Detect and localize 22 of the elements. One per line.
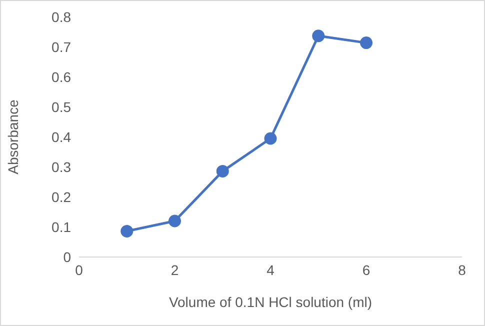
point bbox=[264, 132, 277, 145]
y-tick-label: 0.6 bbox=[52, 68, 72, 85]
point bbox=[312, 30, 325, 42]
x-tick-label: 0 bbox=[75, 262, 84, 278]
y-axis-title: Absorbance bbox=[4, 99, 21, 174]
point bbox=[360, 36, 372, 50]
x-tick-label: 2 bbox=[170, 262, 179, 278]
x-tick-label: 8 bbox=[458, 262, 466, 278]
point bbox=[120, 224, 134, 238]
y-tick-label: 0.2 bbox=[52, 188, 72, 205]
x-tick-label: 4 bbox=[266, 262, 275, 278]
x-axis-title: Volume of 0.1N HCl solution (ml) bbox=[168, 294, 372, 310]
y-tick-label: 0.5 bbox=[52, 98, 72, 115]
x-tick-label: 6 bbox=[362, 262, 370, 278]
y-tick-label: 0.8 bbox=[52, 8, 72, 25]
y-tick-label: 0.7 bbox=[52, 38, 72, 55]
y-tick-label: 0 bbox=[63, 248, 72, 265]
y-tick-label: 0.4 bbox=[52, 128, 72, 145]
point bbox=[168, 214, 181, 228]
point bbox=[216, 164, 229, 178]
y-tick-label: 0.1 bbox=[52, 218, 72, 235]
y-tick-label: 0.3 bbox=[52, 158, 72, 175]
